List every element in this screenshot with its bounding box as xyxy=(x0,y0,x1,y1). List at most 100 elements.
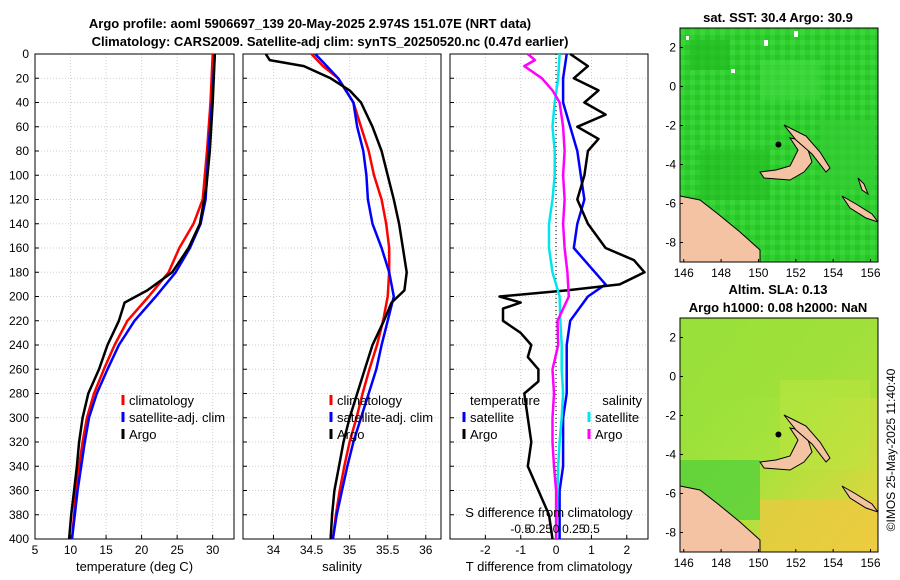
s-tick-label: -0.25 xyxy=(525,522,553,536)
depth-tick-label: 320 xyxy=(9,435,29,449)
map-ytick-label: -2 xyxy=(665,409,676,423)
salinity-xtick-label: 36 xyxy=(419,543,433,557)
title-line-1: Argo profile: aoml 5906697_139 20-May-20… xyxy=(89,16,531,31)
legend-label: satellite xyxy=(470,410,514,425)
map-xtick-label: 148 xyxy=(711,266,731,280)
sst-missing-2 xyxy=(794,31,798,37)
series-line-t-argo xyxy=(498,52,646,540)
s-tick-label: 0.5 xyxy=(583,522,600,536)
sla-frame xyxy=(679,317,879,553)
map-ytick-label: 2 xyxy=(669,41,676,55)
map-xtick-label: 150 xyxy=(748,266,768,280)
depth-tick-label: 340 xyxy=(9,459,29,473)
title-line-2: Climatology: CARS2009. Satellite-adj cli… xyxy=(92,34,569,49)
depth-tick-label: 360 xyxy=(9,484,29,498)
difference-xtick-label: -2 xyxy=(480,543,491,557)
depth-tick-label: 20 xyxy=(16,71,30,85)
depth-tick-label: 380 xyxy=(9,508,29,522)
legend-label: satellite-adj. clim xyxy=(337,410,433,425)
map-ytick-label: -4 xyxy=(665,158,676,172)
depth-tick-label: 260 xyxy=(9,362,29,376)
legend-salinity-heading: salinity xyxy=(602,393,642,408)
sst-patch-2 xyxy=(760,60,820,100)
sst-missing-4 xyxy=(686,36,689,40)
depth-tick-label: 40 xyxy=(16,96,30,110)
s-tick-label: 0 xyxy=(553,522,560,536)
legend-label: satellite xyxy=(595,410,639,425)
legend-label: satellite-adj. clim xyxy=(129,410,225,425)
argo-position-marker xyxy=(775,141,782,148)
map-ytick-label: -6 xyxy=(665,197,676,211)
map-ytick-label: -8 xyxy=(665,526,676,540)
depth-tick-label: 240 xyxy=(9,338,29,352)
sst-land-newireland xyxy=(783,124,831,173)
map-xtick-label: 152 xyxy=(786,556,806,570)
map-ytick-label: -4 xyxy=(665,448,676,462)
difference-xtick-label: 1 xyxy=(588,543,595,557)
sla-map-title-2: Argo h1000: 0.08 h2000: NaN xyxy=(689,300,867,315)
temperature-xtick-label: 30 xyxy=(206,543,220,557)
series-line-t-satellite xyxy=(558,53,607,539)
difference-xtick-label: -1 xyxy=(515,543,526,557)
sla-map-title-1: Altim. SLA: 0.13 xyxy=(729,282,828,297)
legend-label: Argo xyxy=(337,427,364,442)
argo-position-marker xyxy=(775,431,782,438)
depth-tick-label: 200 xyxy=(9,290,29,304)
legend-temperature-heading: temperature xyxy=(470,393,540,408)
temperature-xtick-label: 15 xyxy=(99,543,113,557)
salinity-xtick-label: 35.5 xyxy=(376,543,400,557)
salinity-panel: 34 34.5 35 35.5 36 salinity climatology satelli… xyxy=(242,53,442,574)
legend-label: Argo xyxy=(129,427,156,442)
s-tick-label: 0.25 xyxy=(562,522,586,536)
map-ytick-label: 0 xyxy=(669,80,676,94)
depth-tick-label: 120 xyxy=(9,193,29,207)
map-xtick-label: 146 xyxy=(674,556,694,570)
depth-tick-label: 220 xyxy=(9,314,29,328)
legend-label: Argo xyxy=(470,427,497,442)
sst-land-bougainville xyxy=(857,177,870,196)
imos-stamp: ©IMOS 25-May-2025 11:40:40 xyxy=(884,368,898,531)
salinity-xlabel: salinity xyxy=(322,559,362,574)
sst-patch-4 xyxy=(820,120,875,190)
legend-label: climatology xyxy=(129,393,195,408)
temperature-xlabel: temperature (deg C) xyxy=(76,559,193,574)
series-line-satellite-adj-clim xyxy=(314,53,396,540)
temperature-xtick-label: 25 xyxy=(170,543,184,557)
depth-tick-label: 80 xyxy=(16,144,30,158)
difference-xtick-label: 2 xyxy=(623,543,630,557)
depth-tick-label: 300 xyxy=(9,411,29,425)
sst-map: 146 148 150 152 154 156 2 0 -2 -4 -6 -8 xyxy=(665,27,881,280)
sst-land-solomons xyxy=(841,195,878,223)
sla-land-solomons xyxy=(841,485,878,513)
map-xtick-label: 152 xyxy=(786,266,806,280)
map-ytick-label: -8 xyxy=(665,236,676,250)
temperature-xtick-label: 10 xyxy=(64,543,78,557)
sst-patch-3 xyxy=(700,150,770,200)
map-ytick-label: 2 xyxy=(669,331,676,345)
map-ytick-label: -6 xyxy=(665,487,676,501)
depth-tick-label: 160 xyxy=(9,241,29,255)
legend-label: climatology xyxy=(337,393,403,408)
sst-missing-3 xyxy=(731,69,735,73)
series-line-s-satellite xyxy=(547,53,565,540)
salinity-xtick-label: 35 xyxy=(343,543,357,557)
s-tick-label: -0.5 xyxy=(510,522,531,536)
map-xtick-label: 150 xyxy=(748,556,768,570)
map-xtick-label: 154 xyxy=(823,266,843,280)
depth-tick-label: 0 xyxy=(22,47,29,61)
depth-tick-label: 180 xyxy=(9,265,29,279)
sst-map-title: sat. SST: 30.4 Argo: 30.9 xyxy=(703,10,853,25)
sla-land-newireland xyxy=(783,414,831,463)
series-line-climatology xyxy=(310,53,391,540)
depth-tick-label: 140 xyxy=(9,217,29,231)
map-xtick-label: 154 xyxy=(823,556,843,570)
sst-patch-1 xyxy=(690,40,730,70)
map-ytick-label: -2 xyxy=(665,119,676,133)
depth-tick-label: 100 xyxy=(9,168,29,182)
depth-tick-label: 400 xyxy=(9,532,29,546)
legend-label: Argo xyxy=(595,427,622,442)
sst-frame xyxy=(679,27,879,263)
temperature-panel: 5 10 15 20 25 30 temperature (deg C) 0 20 40 60 80 1… xyxy=(9,47,235,574)
sla-map: 146 148 150 152 154 156 2 0 -2 -4 -6 -8 xyxy=(665,317,881,570)
